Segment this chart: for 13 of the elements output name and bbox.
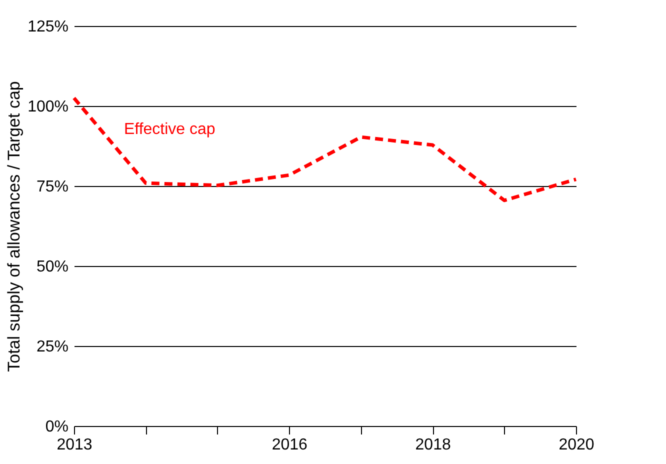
y-tick-label: 100% (28, 98, 68, 116)
y-tick-label: 25% (36, 338, 68, 356)
line-series (72, 96, 578, 202)
x-tick-label: 2020 (558, 436, 594, 454)
y-tick-label: 50% (36, 258, 68, 276)
y-tick-label: 75% (36, 178, 68, 196)
y-tick-label: 0% (45, 418, 68, 436)
x-tick-label: 2013 (56, 436, 92, 454)
series-label: Effective cap (124, 121, 216, 138)
x-tick-label: 2016 (272, 436, 308, 454)
y-axis-title: Total supply of allowances / Target cap (4, 81, 24, 372)
x-tick-label: 2018 (415, 436, 451, 454)
y-tick-label: 125% (28, 18, 68, 36)
